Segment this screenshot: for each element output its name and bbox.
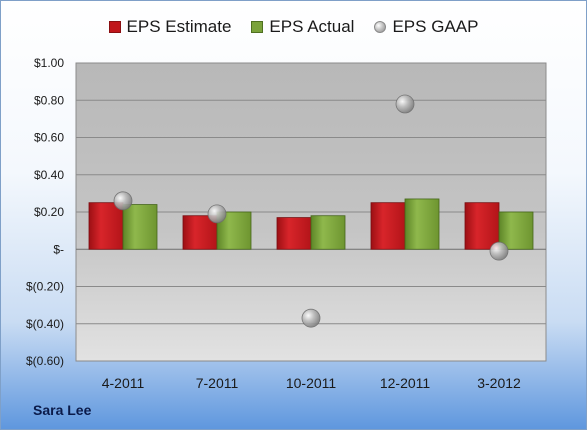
x-tick-label: 4-2011 — [102, 375, 145, 391]
y-tick-label: $- — [53, 242, 64, 256]
legend-item-gaap: EPS GAAP — [374, 17, 478, 37]
y-tick-label: $0.60 — [34, 131, 64, 145]
legend-item-estimate: EPS Estimate — [108, 17, 232, 37]
legend: EPS Estimate EPS Actual EPS GAAP — [1, 17, 586, 37]
point-eps-gaap — [113, 191, 133, 211]
x-tick-label: 3-2012 — [477, 375, 521, 391]
point-eps-gaap — [489, 241, 509, 261]
bar-eps-estimate — [370, 202, 406, 250]
point-eps-gaap — [207, 204, 227, 224]
bar-eps-actual — [122, 204, 158, 250]
y-tick-label: $(0.60) — [26, 354, 64, 368]
bar-eps-actual — [310, 215, 346, 250]
bar-eps-estimate — [88, 202, 124, 250]
company-name: Sara Lee — [33, 402, 92, 418]
legend-swatch-estimate — [108, 21, 121, 33]
bar-eps-estimate — [464, 202, 500, 250]
legend-swatch-gaap — [374, 21, 387, 33]
bar-eps-actual — [404, 198, 440, 250]
y-tick-label: $(0.20) — [26, 280, 64, 294]
y-tick-label: $0.80 — [34, 93, 64, 107]
point-eps-gaap — [301, 308, 321, 328]
legend-label-gaap: EPS GAAP — [392, 17, 479, 36]
legend-item-actual: EPS Actual — [251, 17, 354, 37]
legend-label-estimate: EPS Estimate — [126, 17, 232, 36]
bar-eps-estimate — [276, 217, 312, 250]
x-tick-label: 7-2011 — [196, 375, 239, 391]
y-tick-label: $1.00 — [34, 56, 64, 70]
x-tick-label: 10-2011 — [286, 375, 337, 391]
point-eps-gaap — [395, 94, 415, 114]
x-tick-label: 12-2011 — [380, 375, 431, 391]
legend-swatch-actual — [251, 21, 264, 33]
legend-label-actual: EPS Actual — [269, 17, 355, 36]
y-tick-label: $0.40 — [34, 168, 64, 182]
y-tick-label: $(0.40) — [26, 317, 64, 331]
y-tick-label: $0.20 — [34, 205, 64, 219]
bar-eps-actual — [498, 211, 534, 250]
